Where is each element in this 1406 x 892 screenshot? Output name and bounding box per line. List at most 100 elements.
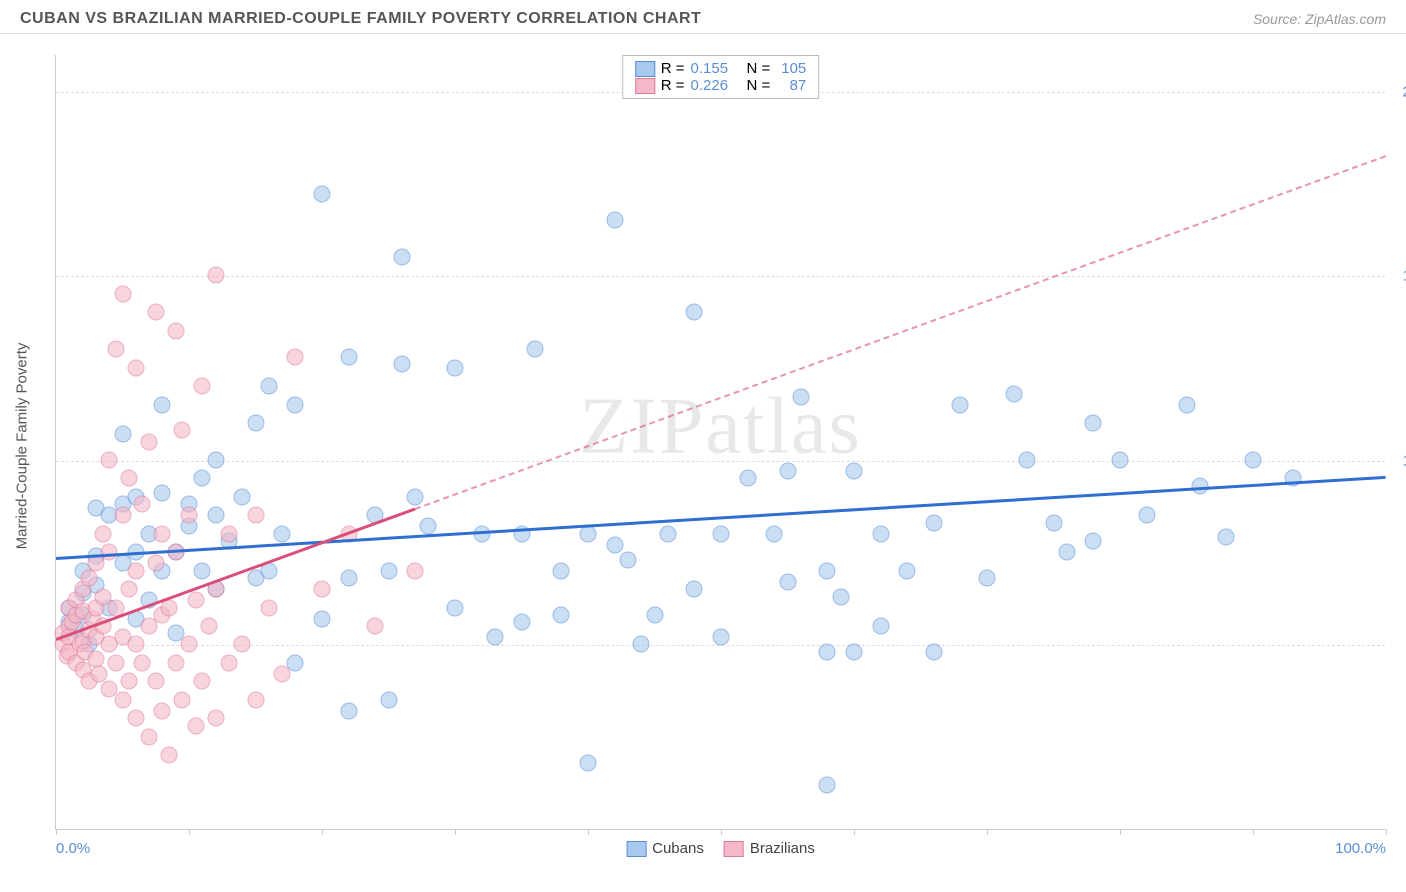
data-point [792,389,809,406]
data-point [526,341,543,358]
data-point [447,599,464,616]
chart-header: CUBAN VS BRAZILIAN MARRIED-COUPLE FAMILY… [0,0,1406,34]
data-point [979,570,996,587]
data-point [340,702,357,719]
data-point [174,691,191,708]
data-point [207,267,224,284]
y-tick-label: 20.0% [1402,83,1406,100]
n-value-brazilians: 87 [776,77,806,94]
x-tick [987,829,988,835]
data-point [200,618,217,635]
data-point [659,525,676,542]
x-tick-label: 0.0% [56,840,90,857]
data-point [872,618,889,635]
chart-title: CUBAN VS BRAZILIAN MARRIED-COUPLE FAMILY… [20,10,701,28]
data-point [619,551,636,568]
swatch-cubans [635,61,655,77]
data-point [686,581,703,598]
x-tick [721,829,722,835]
data-point [134,496,151,513]
data-point [207,507,224,524]
trend-line [415,155,1387,510]
data-point [114,426,131,443]
data-point [580,754,597,771]
data-point [1085,415,1102,432]
data-point [167,654,184,671]
gridline [56,276,1385,277]
data-point [393,356,410,373]
data-point [513,614,530,631]
n-label: N = [747,77,771,94]
data-point [1138,507,1155,524]
data-point [606,212,623,229]
data-point [107,341,124,358]
x-tick [322,829,323,835]
legend-label-brazilians: Brazilians [750,840,815,857]
y-tick-label: 15.0% [1402,268,1406,285]
r-label: R = [661,60,685,77]
n-label: N = [747,60,771,77]
data-point [247,691,264,708]
data-point [207,451,224,468]
x-tick [1253,829,1254,835]
data-point [606,536,623,553]
data-point [1112,451,1129,468]
data-point [846,643,863,660]
r-value-cubans: 0.155 [691,60,741,77]
legend-label-cubans: Cubans [652,840,704,857]
data-point [247,415,264,432]
swatch-brazilians [635,78,655,94]
data-point [832,588,849,605]
data-point [314,610,331,627]
data-point [114,285,131,302]
n-value-cubans: 105 [776,60,806,77]
data-point [952,396,969,413]
data-point [121,673,138,690]
data-point [181,507,198,524]
data-point [1005,385,1022,402]
data-point [107,654,124,671]
x-tick [56,829,57,835]
data-point [899,562,916,579]
data-point [713,629,730,646]
data-point [819,643,836,660]
data-point [260,378,277,395]
data-point [340,570,357,587]
r-label: R = [661,77,685,94]
data-point [194,562,211,579]
data-point [766,525,783,542]
data-point [314,581,331,598]
data-point [367,618,384,635]
gridline [56,461,1385,462]
data-point [407,562,424,579]
series-legend: Cubans Brazilians [626,840,815,857]
data-point [633,636,650,653]
data-point [147,304,164,321]
data-point [340,348,357,365]
plot-area: ZIPatlas R = 0.155 N = 105 R = 0.226 N =… [55,55,1385,830]
data-point [1018,451,1035,468]
x-tick [1386,829,1387,835]
data-point [194,378,211,395]
data-point [187,717,204,734]
source-attribution: Source: ZipAtlas.com [1253,11,1386,27]
data-point [646,606,663,623]
data-point [287,396,304,413]
legend-item-cubans: Cubans [626,840,704,857]
data-point [925,514,942,531]
stats-legend: R = 0.155 N = 105 R = 0.226 N = 87 [622,55,820,99]
data-point [819,776,836,793]
data-point [154,525,171,542]
data-point [393,248,410,265]
data-point [207,710,224,727]
data-point [147,555,164,572]
data-point [81,570,98,587]
x-tick [588,829,589,835]
data-point [686,304,703,321]
y-tick-label: 10.0% [1402,452,1406,469]
data-point [220,525,237,542]
data-point [713,525,730,542]
data-point [1178,396,1195,413]
data-point [121,581,138,598]
data-point [187,592,204,609]
